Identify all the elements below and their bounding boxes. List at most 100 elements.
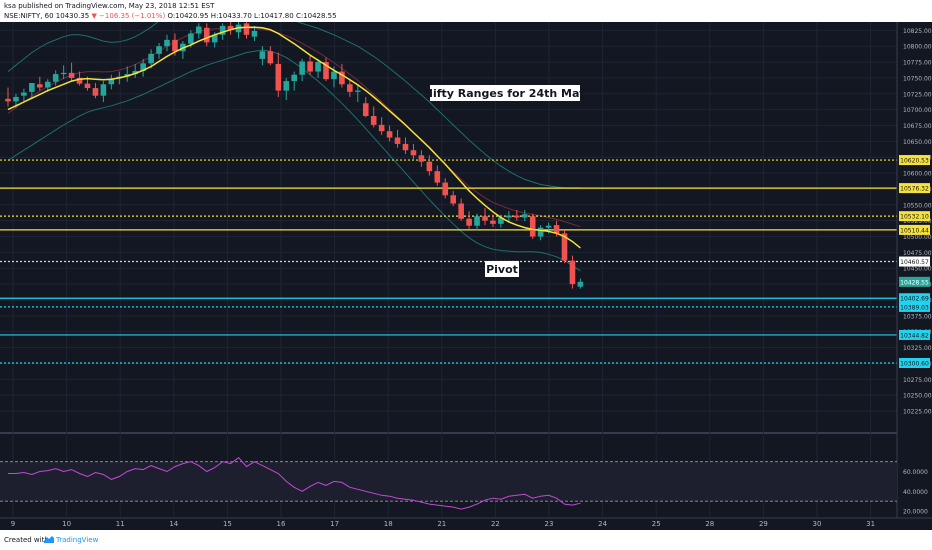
y-tick-label: 10750.00 <box>903 75 932 82</box>
level-tag <box>899 276 930 287</box>
x-tick-label: 31 <box>866 520 875 528</box>
y-tick-label: 10775.00 <box>903 60 932 67</box>
candle-body <box>378 124 385 132</box>
title-callout-box <box>430 85 580 101</box>
candle-body <box>219 25 226 35</box>
y-tick-label: 10500.00 <box>903 234 932 241</box>
x-tick-label: 9 <box>11 520 15 528</box>
x-tick-label: 10 <box>62 520 71 528</box>
annotations: Nifty Ranges for 24th May Pivot <box>424 85 586 277</box>
tradingview-brand[interactable]: TradingView <box>56 536 99 544</box>
x-tick-label: 21 <box>437 520 446 528</box>
oscillator-tick-label: 40.0000 <box>903 489 928 496</box>
candle-body <box>44 81 51 88</box>
symbol-info: NSE:NIFTY, 60 10430.35 ▼ −106.35 (−1.01%… <box>4 12 337 20</box>
level-tag <box>899 301 930 312</box>
candle-body <box>5 98 11 102</box>
level-tag-label: 10576.32 <box>900 186 929 193</box>
candle-body <box>561 233 568 261</box>
y-tick-label: 10725.00 <box>903 91 932 98</box>
candle-body <box>307 61 313 72</box>
candle-body <box>299 61 305 75</box>
candle-body <box>490 220 496 224</box>
candle-body <box>37 84 43 88</box>
chart-area[interactable]: Nifty Ranges for 24th May Pivot 10825.00… <box>0 0 932 530</box>
level-tag-label: 10532.10 <box>900 214 929 221</box>
candle-body <box>355 90 361 92</box>
level-tag-label: 10389.03 <box>900 304 929 311</box>
sma-line <box>7 26 581 249</box>
created-with-label: Created with <box>4 536 49 544</box>
candle-body <box>188 33 194 44</box>
level-tag <box>899 183 930 194</box>
candle-body <box>331 71 337 80</box>
x-tick-label: 25 <box>652 520 661 528</box>
candlesticks <box>5 20 584 289</box>
candle-body <box>402 143 409 151</box>
candle-body <box>521 214 528 218</box>
candle-body <box>569 260 576 285</box>
level-tag <box>899 329 930 340</box>
y-tick-label: 10475.00 <box>903 250 932 257</box>
y-tick-label: 10825.00 <box>903 28 932 35</box>
level-tag-label: 10460.57 <box>900 259 929 266</box>
y-tick-label: 10600.00 <box>903 171 932 178</box>
candle-body <box>140 63 146 71</box>
price-axis[interactable]: 10825.00 10800.00 10775.00 10750.00 10725.00… <box>896 22 932 530</box>
y-tick-label: 10800.00 <box>903 44 932 51</box>
candle-body <box>13 96 19 102</box>
y-tick-label: 10550.00 <box>903 202 932 209</box>
level-tag <box>899 293 930 304</box>
candle-body <box>227 25 234 30</box>
candle-body <box>545 225 552 228</box>
y-tick-label: 10275.00 <box>903 377 932 384</box>
candle-body <box>243 23 250 35</box>
candle-body <box>76 77 83 84</box>
candle-body <box>498 217 504 224</box>
candle-body <box>92 88 99 96</box>
middle-band-line <box>7 27 581 228</box>
candle-body <box>108 78 115 85</box>
level-tag <box>899 211 930 222</box>
level-tag <box>899 358 930 369</box>
candle-body <box>84 83 91 89</box>
candle-body <box>291 74 297 82</box>
candle-body <box>394 137 401 144</box>
candle-body <box>347 84 353 92</box>
candle-body <box>434 171 441 183</box>
y-tick-label: 10325.00 <box>903 345 932 352</box>
x-tick-label: 23 <box>545 520 554 528</box>
x-tick-label: 17 <box>330 520 339 528</box>
candle-body <box>68 72 75 78</box>
x-tick-label: 30 <box>813 520 822 528</box>
y-tick-label: 10675.00 <box>903 123 932 130</box>
candle-body <box>60 72 67 75</box>
grid-lines <box>0 22 932 518</box>
candle-body <box>259 51 266 59</box>
upper-band-line <box>7 0 581 189</box>
candle-body <box>100 84 107 96</box>
candle-body <box>164 39 170 47</box>
level-tag-label: 10344.82 <box>900 332 929 339</box>
x-tick-label: 15 <box>223 520 232 528</box>
level-tag-label: 10402.69 <box>900 296 929 303</box>
x-tick-label: 18 <box>384 520 393 528</box>
candle-body <box>386 131 393 138</box>
candle-body <box>323 62 329 80</box>
x-tick-label: 28 <box>705 520 714 528</box>
time-axis[interactable]: 9 10 11 14 15 16 17 18 21 22 23 24 25 28 29 30 31 <box>0 517 932 528</box>
price-axis-bg <box>897 22 932 530</box>
support-resistance-levels <box>0 159 897 364</box>
x-tick-label: 16 <box>277 520 286 528</box>
chart-header: ksa published on TradingView.com, May 23… <box>0 0 932 22</box>
oscillator-tick-label: 60.0000 <box>903 469 928 476</box>
candle-body <box>275 63 282 91</box>
level-tag-label: 10428.55 <box>900 279 929 286</box>
candle-body <box>283 81 290 91</box>
y-tick-label: 10700.00 <box>903 107 932 114</box>
candle-body <box>506 215 512 218</box>
price-chart-svg[interactable]: Nifty Ranges for 24th May Pivot 10825.00… <box>0 0 932 530</box>
symbol-price: NSE:NIFTY, 60 10430.35 <box>4 12 90 20</box>
candle-body <box>52 74 59 82</box>
candle-body <box>553 225 560 234</box>
